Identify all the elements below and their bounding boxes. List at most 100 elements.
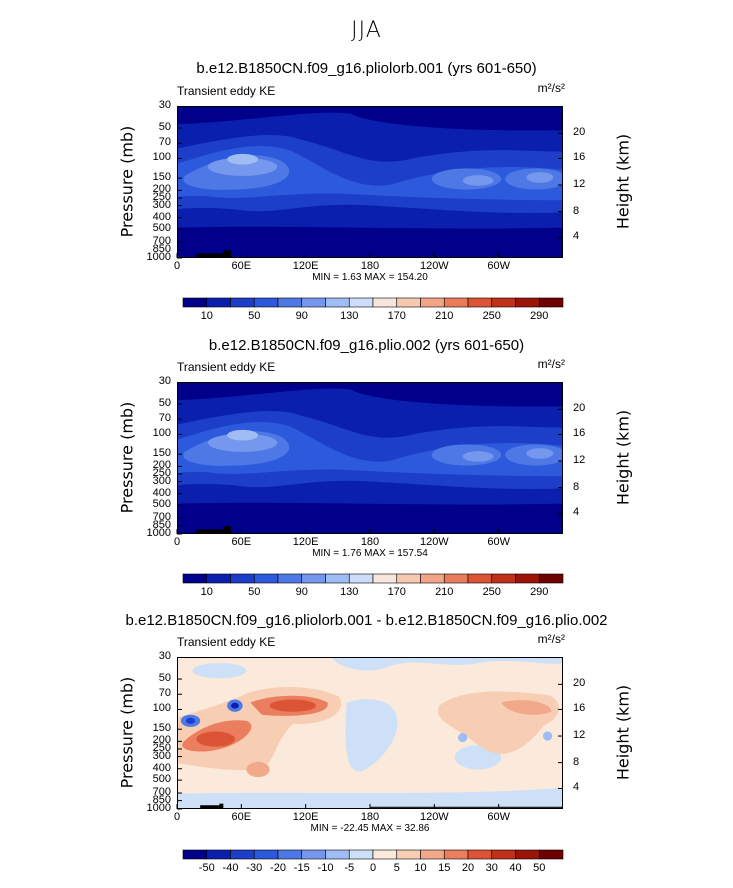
colorbar-label: 210: [435, 310, 454, 322]
colorbar-label: 170: [387, 586, 406, 598]
panel-left-label: Transient eddy KE: [177, 84, 276, 98]
colorbar-swatch: [491, 297, 516, 308]
colorbar-label: 290: [530, 586, 549, 598]
tick-marks: [176, 657, 563, 810]
min-max-text: MIN = -22.45 MAX = 32.86: [310, 823, 430, 834]
field-level: [345, 699, 398, 772]
y-tick-label: 850: [152, 518, 171, 531]
colorbar-swatch: [348, 573, 374, 584]
colorbar-swatch: [230, 297, 255, 308]
x-tick-label: 180: [360, 811, 380, 823]
contour-plot: [177, 106, 563, 258]
panel-units-label: m²/s²: [537, 632, 565, 646]
colorbar-swatch: [230, 573, 255, 584]
y-tick-label: 700: [152, 235, 171, 248]
colorbar-swatch: [253, 573, 279, 584]
x-tick-label: 60E: [231, 260, 252, 272]
colorbar-label: 10: [414, 862, 427, 874]
colorbar-swatch: [182, 849, 208, 860]
y-axis-title: Pressure (mb): [117, 125, 137, 238]
colorbar-swatch: [443, 297, 469, 308]
colorbar-label: 0: [369, 862, 377, 874]
x-tick-label: 0: [173, 811, 181, 823]
field-level: [185, 717, 196, 724]
colorbar-label: 130: [340, 310, 359, 322]
y2-tick-label: 20: [573, 126, 586, 139]
topography: [196, 250, 232, 258]
colorbar-label: -40: [222, 862, 239, 874]
y-tick-label: 50: [158, 121, 171, 134]
colorbar-label: -50: [198, 862, 215, 874]
colorbar-swatch: [538, 573, 564, 584]
panel-title: b.e12.B1850CN.f09_g16.plio.002 (yrs 601-…: [208, 337, 525, 354]
colorbar-swatch: [420, 849, 445, 860]
colorbar-label: -20: [270, 862, 286, 874]
colorbar-swatch: [277, 297, 303, 308]
colorbar-swatch: [182, 297, 208, 308]
field-level: [177, 226, 563, 258]
y-tick-label: 250: [152, 741, 171, 754]
y2-tick-label: 16: [573, 151, 586, 164]
panel-title: b.e12.B1850CN.f09_g16.pliolorb.001 (yrs …: [196, 60, 537, 77]
colorbar-label: 250: [482, 586, 501, 598]
colorbar-swatch: [396, 849, 421, 860]
y2-tick-label: 16: [573, 702, 586, 715]
y-tick-label: 70: [158, 687, 171, 700]
field-level: [526, 172, 554, 183]
panel-title: b.e12.B1850CN.f09_g16.pliolorb.001 - b.e…: [125, 612, 608, 629]
colorbar-label: 90: [295, 310, 308, 322]
colorbar: [182, 849, 564, 860]
y-tick-label: 1000: [146, 251, 171, 263]
contour-plot: [177, 382, 563, 534]
colorbar-label: 290: [530, 310, 549, 322]
y2-tick-label: 8: [573, 755, 580, 768]
panel-left-label: Transient eddy KE: [177, 635, 276, 649]
colorbar-swatch: [467, 573, 493, 584]
x-tick-label: 60E: [231, 811, 252, 823]
colorbar: [182, 297, 564, 308]
x-tick-label: 180: [360, 536, 380, 548]
colorbar-swatch: [206, 573, 231, 584]
colorbar-label: 5: [393, 862, 400, 874]
y-tick-label: 850: [152, 242, 171, 255]
y-tick-label: 700: [152, 511, 171, 524]
field-level: [526, 448, 554, 459]
topography: [200, 803, 224, 809]
y2-tick-label: 8: [573, 480, 580, 493]
y-tick-label: 70: [158, 136, 171, 149]
y2-axis-title: Height (km): [613, 409, 633, 506]
figure-title: JJA: [351, 18, 382, 43]
field-level: [177, 106, 563, 131]
y2-tick-label: 12: [573, 178, 586, 191]
colorbar-swatch: [396, 573, 421, 584]
y2-axis-title: Height (km): [613, 684, 633, 781]
colorbar-label: 20: [461, 862, 475, 874]
tick-marks: [176, 106, 563, 259]
y-tick-label: 150: [152, 171, 171, 184]
colorbar-swatch: [301, 849, 326, 860]
colorbar-label: 50: [533, 862, 546, 874]
y-axis-title: Pressure (mb): [117, 401, 137, 514]
min-max-text: MIN = 1.76 MAX = 157.54: [312, 548, 428, 559]
y-tick-label: 1000: [146, 802, 171, 814]
y-tick-label: 200: [152, 459, 171, 472]
x-tick-label: 180: [360, 260, 380, 272]
colorbar-swatch: [325, 297, 350, 308]
field-level: [381, 233, 405, 240]
y-tick-label: 50: [158, 672, 171, 685]
colorbar-swatch: [420, 297, 445, 308]
y2-tick-label: 4: [573, 506, 580, 519]
y-tick-label: 700: [152, 786, 171, 799]
field-level: [458, 733, 468, 743]
colorbar-label: -5: [344, 862, 355, 874]
y-tick-label: 100: [152, 151, 171, 164]
colorbar-label: 210: [435, 586, 454, 598]
x-tick-label: 120E: [292, 811, 319, 823]
colorbar-swatch: [301, 297, 326, 308]
y-tick-label: 500: [152, 773, 171, 786]
y-tick-label: 150: [152, 447, 171, 460]
y-tick-label: 300: [152, 474, 171, 487]
y-tick-label: 100: [152, 702, 171, 715]
colorbar-swatch: [538, 297, 564, 308]
x-tick-label: 120W: [419, 811, 449, 823]
